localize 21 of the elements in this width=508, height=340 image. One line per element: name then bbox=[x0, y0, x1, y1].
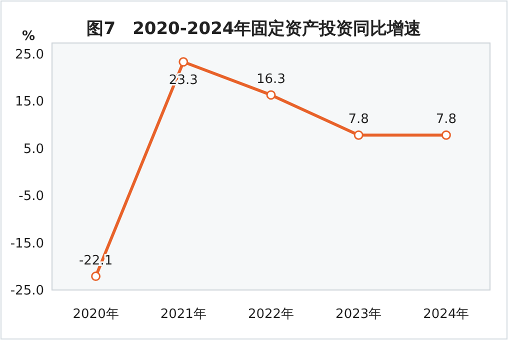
point bbox=[178, 57, 188, 67]
point bbox=[354, 130, 364, 140]
y-tick-label: -25.0 bbox=[10, 284, 44, 298]
point bbox=[91, 272, 101, 282]
y-axis-title: % bbox=[22, 29, 36, 44]
x-tick-label: 2023年 bbox=[336, 307, 382, 322]
y-tick-label: -5.0 bbox=[18, 189, 44, 204]
y-tick-label: -15.0 bbox=[10, 236, 44, 252]
y-tick-label: 25.0 bbox=[15, 47, 44, 62]
x-tick-label: 2022年 bbox=[248, 307, 294, 322]
data-label: 16.3 bbox=[256, 72, 286, 87]
chart-title: 图7 2020-2024年固定资产投资同比增速 bbox=[86, 19, 422, 39]
data-label: 7.8 bbox=[436, 112, 457, 128]
point bbox=[266, 90, 276, 100]
y-tick-label: 15.0 bbox=[15, 94, 44, 110]
x-tick-label: 2024年 bbox=[423, 307, 470, 322]
y-tick-label: 5.0 bbox=[23, 142, 44, 157]
data-label: 7.8 bbox=[348, 112, 369, 128]
x-tick-label: 2020年 bbox=[72, 307, 119, 322]
point bbox=[441, 130, 451, 140]
x-tick-label: 2021年 bbox=[160, 307, 206, 322]
